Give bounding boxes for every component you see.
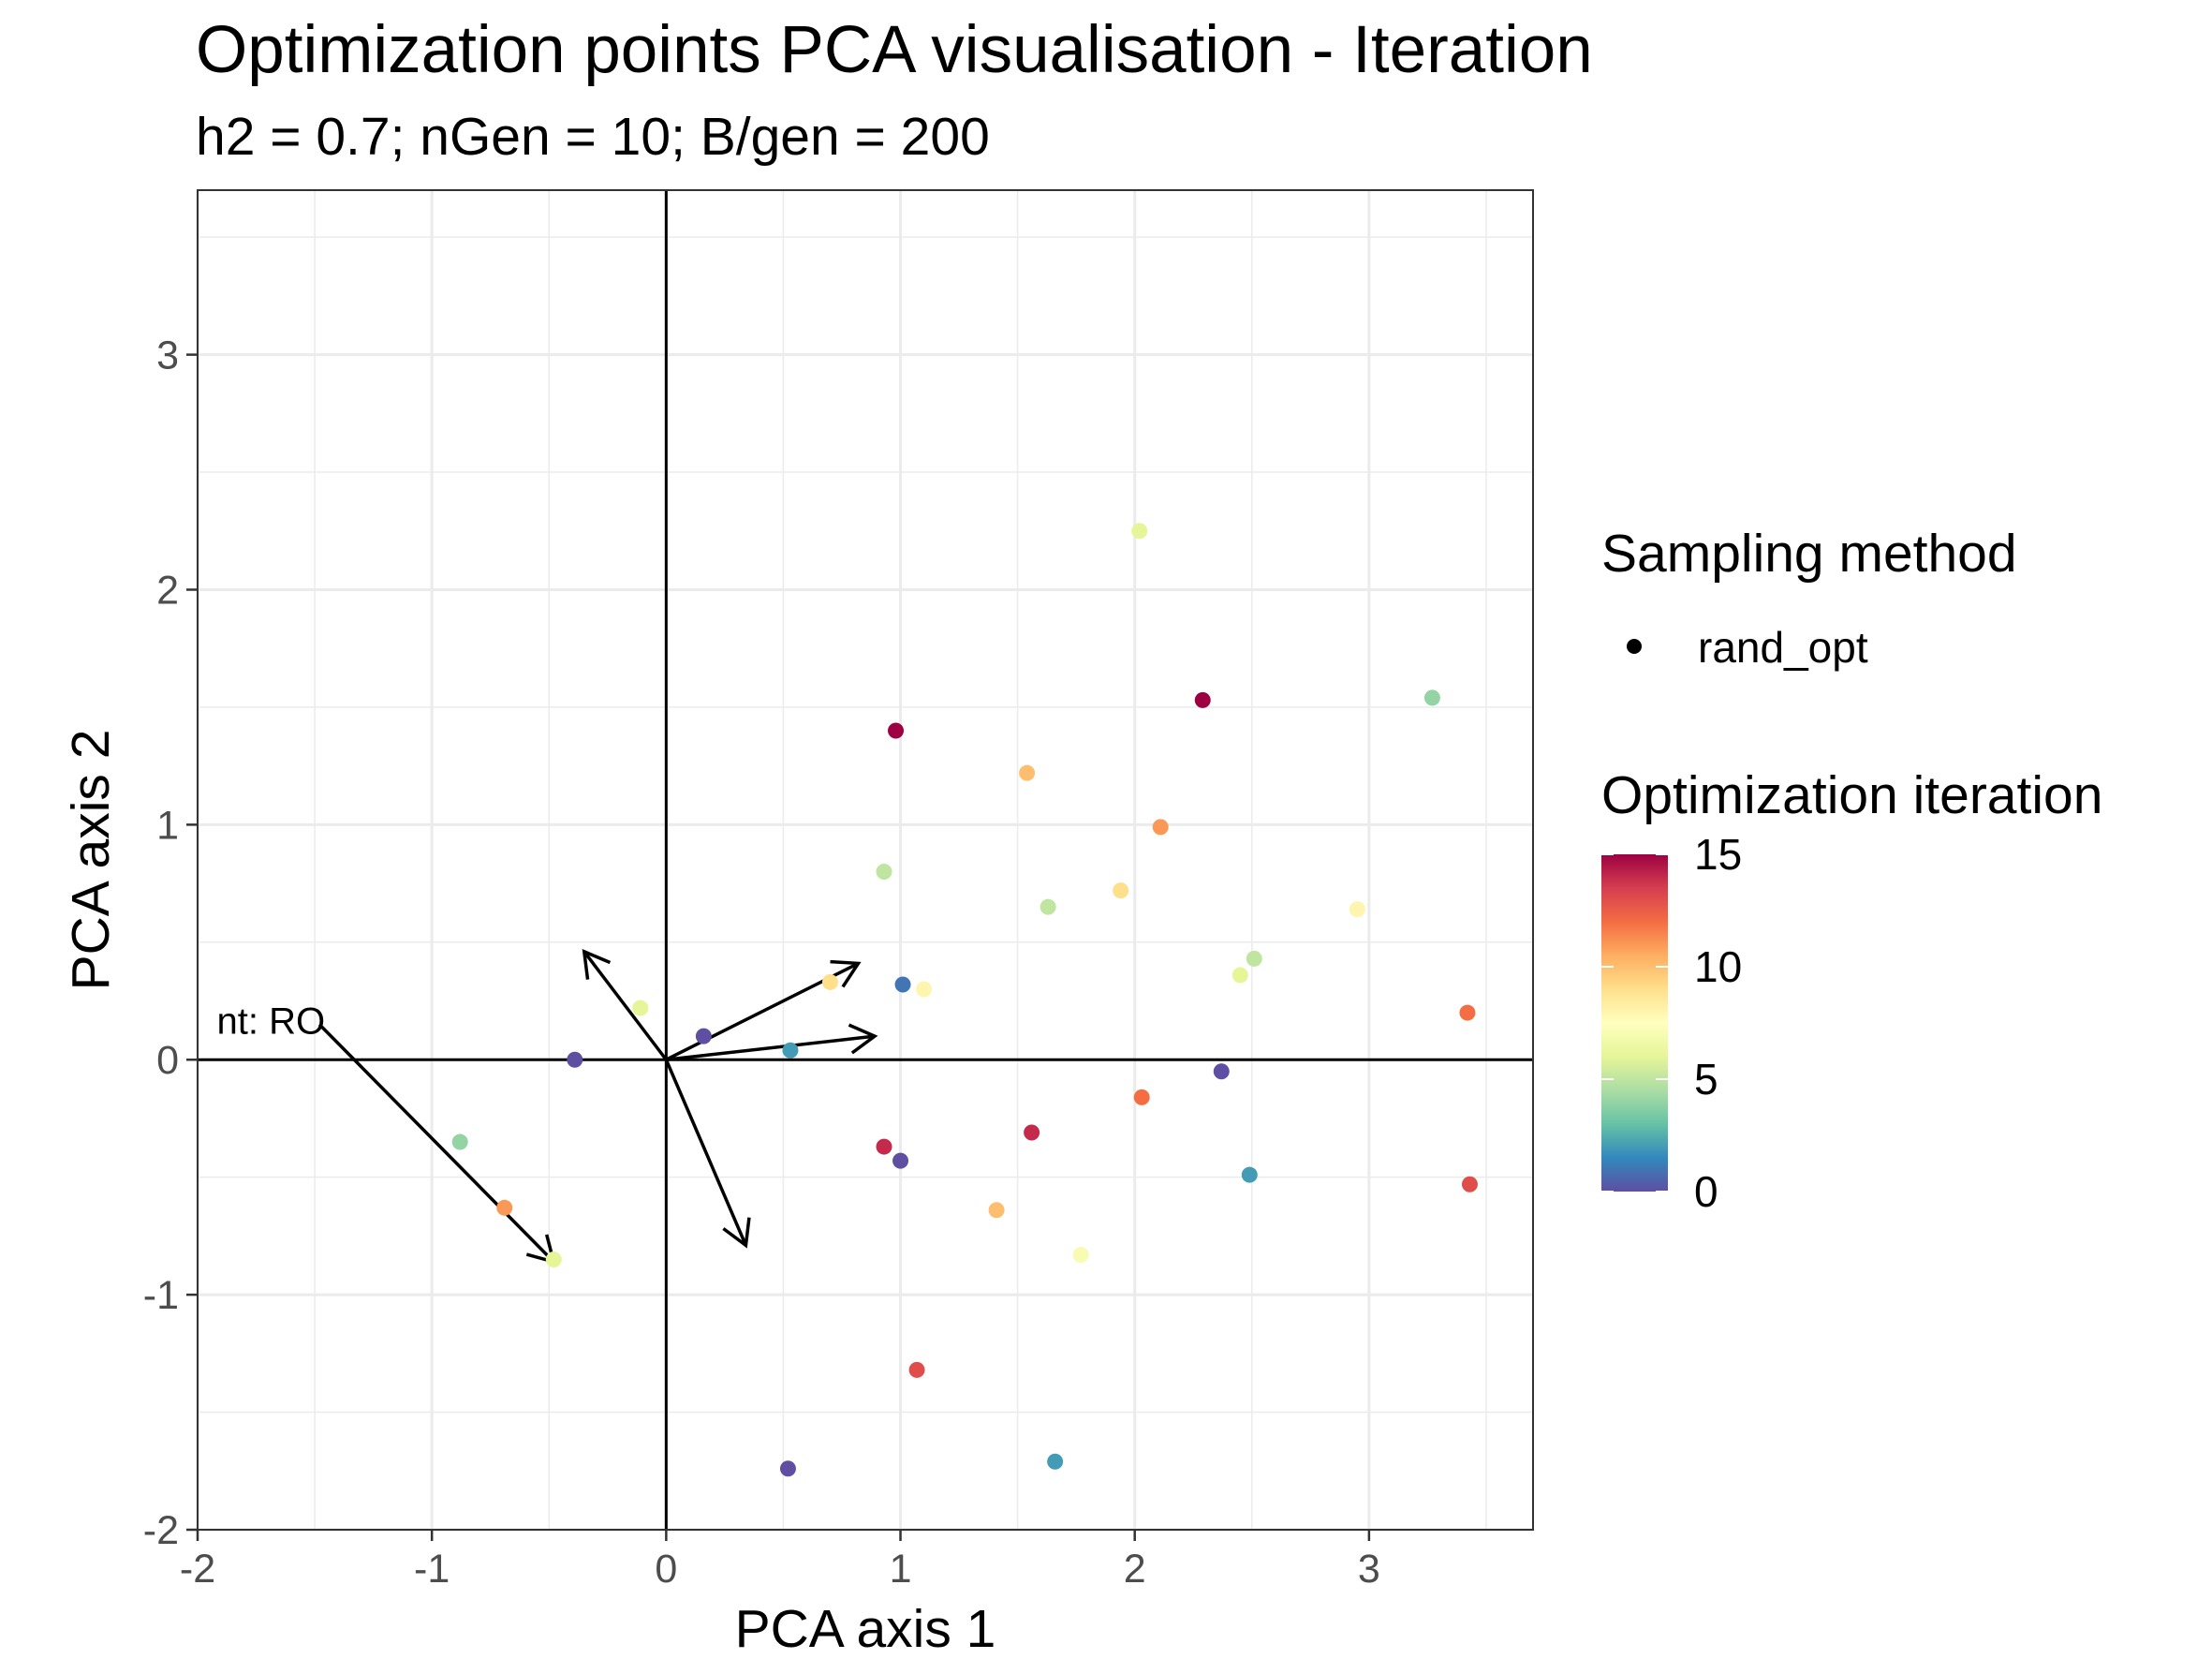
colorbar-tick-label: 0 bbox=[1694, 1167, 1718, 1216]
colorbar-tick-label: 15 bbox=[1694, 830, 1742, 879]
points bbox=[451, 523, 1478, 1477]
colorbar bbox=[1601, 854, 1668, 1192]
data-point bbox=[1194, 691, 1211, 708]
y-tick-label: -1 bbox=[143, 1273, 179, 1318]
x-axis-title: PCA axis 1 bbox=[735, 1599, 996, 1659]
legend-shape-key bbox=[1627, 639, 1642, 654]
annotations: nt: RO bbox=[216, 1001, 325, 1043]
data-point bbox=[1246, 950, 1262, 967]
data-point bbox=[876, 1138, 892, 1155]
data-point bbox=[779, 1460, 796, 1477]
x-tick-label: 1 bbox=[890, 1547, 912, 1592]
y-tick-label: 3 bbox=[156, 333, 179, 378]
data-point bbox=[1133, 1089, 1150, 1105]
x-tick-label: 0 bbox=[655, 1547, 677, 1592]
chart-title: Optimization points PCA visualisation - … bbox=[196, 13, 1593, 87]
data-point bbox=[1461, 1176, 1478, 1192]
x-tick-label: -2 bbox=[180, 1547, 215, 1592]
data-point bbox=[1131, 523, 1148, 540]
data-point bbox=[496, 1199, 513, 1216]
x-tick-label: -1 bbox=[414, 1547, 450, 1592]
data-point bbox=[1072, 1246, 1089, 1263]
chart-subtitle: h2 = 0.7; nGen = 10; B/gen = 200 bbox=[196, 107, 990, 167]
loading-arrow bbox=[664, 1059, 751, 1249]
data-point bbox=[1113, 882, 1129, 899]
y-tick-label: 2 bbox=[156, 568, 179, 613]
data-point bbox=[1047, 1453, 1064, 1470]
legend-color-title: Optimization iteration bbox=[1601, 765, 2102, 825]
axis-ticks: -2 -1 0 1 2 3 -2 -1 0 1 2 3 bbox=[143, 333, 1380, 1592]
loading-arrow bbox=[666, 1023, 878, 1061]
data-point bbox=[821, 973, 838, 990]
data-point bbox=[695, 1028, 712, 1044]
data-point bbox=[988, 1202, 1005, 1219]
y-tick-label: -2 bbox=[143, 1508, 179, 1553]
legend: Sampling method rand_opt Optimization it… bbox=[1601, 524, 2102, 1216]
loading-arrow bbox=[582, 949, 668, 1061]
data-point bbox=[1423, 689, 1440, 706]
data-point bbox=[1213, 1063, 1230, 1080]
y-tick-label: 0 bbox=[156, 1038, 179, 1083]
data-point bbox=[1019, 764, 1036, 781]
data-point bbox=[451, 1133, 468, 1150]
data-point bbox=[782, 1042, 799, 1059]
data-point bbox=[1241, 1166, 1258, 1183]
data-point bbox=[545, 1251, 562, 1267]
x-tick-label: 3 bbox=[1358, 1547, 1380, 1592]
data-point bbox=[908, 1361, 925, 1378]
panel-border bbox=[197, 189, 1534, 1531]
data-point bbox=[1231, 967, 1248, 984]
zero-lines bbox=[198, 190, 1533, 1530]
legend-shape-label: rand_opt bbox=[1698, 623, 1868, 672]
data-point bbox=[1024, 1124, 1040, 1141]
data-point bbox=[1040, 898, 1056, 915]
data-point bbox=[876, 864, 892, 881]
data-point bbox=[916, 981, 933, 998]
data-point bbox=[1349, 901, 1365, 918]
data-point bbox=[892, 1152, 909, 1169]
data-point bbox=[567, 1051, 583, 1068]
data-point bbox=[1152, 819, 1169, 836]
arrow-annotation: nt: RO bbox=[216, 1001, 325, 1043]
colorbar-tick-label: 10 bbox=[1694, 942, 1742, 991]
legend-shape-title: Sampling method bbox=[1601, 524, 2017, 584]
data-point bbox=[888, 722, 905, 739]
colorbar-tick-label: 5 bbox=[1694, 1055, 1718, 1104]
plot-panel bbox=[198, 190, 1533, 1530]
colorbar-ticks: 0 5 10 15 bbox=[1601, 830, 1742, 1216]
data-point bbox=[1459, 1004, 1476, 1021]
data-point bbox=[632, 1000, 649, 1016]
y-axis-title: PCA axis 2 bbox=[61, 730, 121, 991]
data-point bbox=[894, 976, 911, 993]
x-tick-label: 2 bbox=[1124, 1547, 1146, 1592]
y-tick-label: 1 bbox=[156, 803, 179, 848]
